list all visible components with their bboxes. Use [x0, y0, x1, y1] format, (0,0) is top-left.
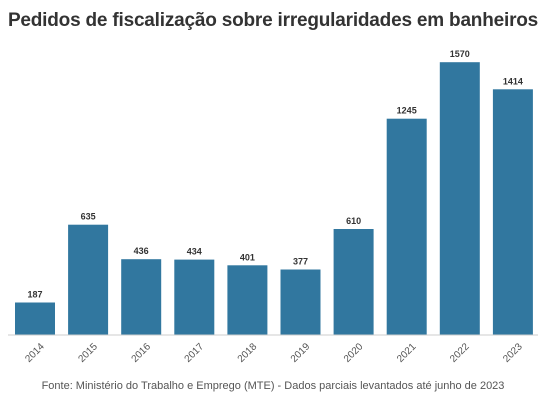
x-tick-label-2022: 2022 — [448, 341, 472, 365]
bar-2015 — [68, 224, 109, 335]
x-tick-label-2015: 2015 — [76, 341, 100, 365]
bar-2016 — [121, 259, 162, 335]
x-tick-label-2020: 2020 — [342, 341, 366, 365]
value-label-2014: 187 — [27, 290, 42, 300]
value-label-2019: 377 — [293, 257, 308, 267]
value-labels-group: 187 635 436 434 401 377 610 1245 1570 1414 — [27, 49, 522, 299]
x-tick-label-2019: 2019 — [289, 341, 313, 365]
x-tick-label-2021: 2021 — [395, 341, 419, 365]
value-label-2015: 635 — [81, 212, 96, 222]
bar-2021 — [386, 118, 427, 335]
x-tick-label-2017: 2017 — [183, 341, 207, 365]
chart-title: Pedidos de fiscalização sobre irregulari… — [7, 10, 539, 31]
bar-2022 — [439, 62, 480, 335]
bar-2018 — [227, 265, 268, 335]
x-tick-label-2023: 2023 — [501, 341, 525, 365]
value-label-2021: 1245 — [397, 106, 417, 116]
x-tick-label-2018: 2018 — [236, 341, 260, 365]
x-tick-label-2014: 2014 — [23, 341, 47, 365]
value-label-2022: 1570 — [450, 49, 470, 59]
bar-2020 — [333, 229, 374, 335]
source-note: Fonte: Ministério do Trabalho e Emprego … — [41, 380, 505, 392]
x-tick-label-2016: 2016 — [130, 341, 154, 365]
value-label-2016: 436 — [134, 246, 149, 256]
tick-labels-group: 2014 2015 2016 2017 2018 2019 2020 2021 2022 2023 — [23, 341, 525, 365]
value-label-2020: 610 — [346, 216, 361, 226]
bars-group — [15, 62, 533, 335]
bar-2019 — [280, 269, 321, 335]
value-label-2023: 1414 — [503, 76, 523, 86]
bar-2023 — [492, 89, 533, 335]
bar-2017 — [174, 259, 215, 335]
value-label-2018: 401 — [240, 252, 255, 262]
bar-2014 — [15, 302, 55, 335]
value-label-2017: 434 — [187, 247, 202, 257]
